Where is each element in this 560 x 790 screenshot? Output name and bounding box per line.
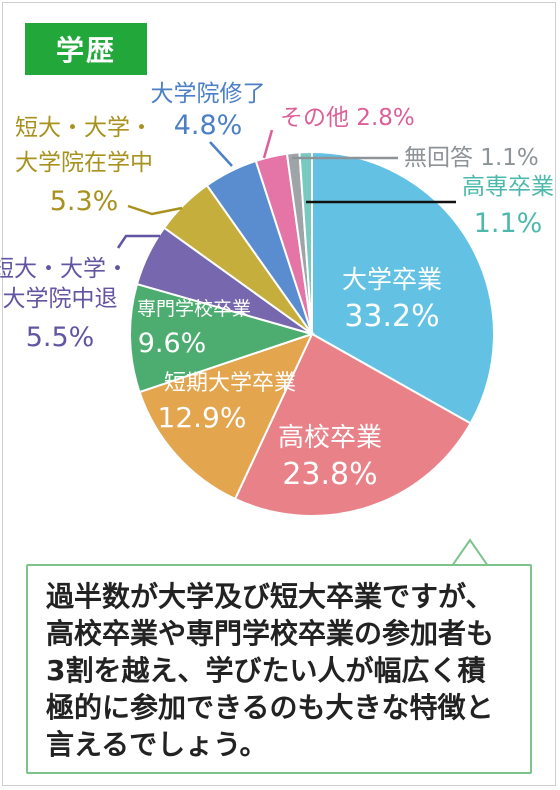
section-badge: 学歴: [25, 23, 147, 75]
pie-slice: [233, 332, 472, 517]
pie-slice: [138, 332, 314, 501]
leader-line: [127, 204, 183, 216]
slice-label: 短大・大学・: [15, 115, 153, 141]
leader-line: [116, 234, 160, 249]
slice-value-label: 5.3%: [50, 186, 119, 217]
slice-label: その他 2.8%: [280, 105, 415, 131]
slice-label: 高校卒業: [278, 423, 382, 453]
slice-value-label: 33.2%: [344, 299, 439, 334]
leader-line: [209, 141, 233, 167]
pie-chart: 大学卒業 33.2% 高校卒業 23.8% 短期大学卒業 12.9% 専門学校卒業 9.6% 短…: [0, 81, 554, 517]
slice-label: 大学院中退: [3, 286, 118, 312]
slice-value-label: 5.5%: [26, 322, 95, 353]
slice-label: 短大・大学・: [0, 256, 129, 282]
slice-label: 専門学校卒業: [137, 298, 251, 320]
slice-value-label: 4.8%: [174, 110, 243, 141]
leader-line: [262, 129, 274, 159]
slice-value-label: 1.1%: [474, 208, 543, 239]
note-tail-icon: [452, 538, 488, 566]
pie-slice: [298, 150, 313, 335]
slice-label: 大学院在学中: [15, 150, 153, 176]
slice-label: 無回答 1.1%: [404, 145, 539, 171]
slice-value-label: 9.6%: [138, 328, 207, 359]
slice-value-label: 12.9%: [158, 401, 247, 434]
pie-slice: [129, 282, 316, 394]
summary-note: 過半数が大学及び短大卒業ですが、高校卒業や専門学校卒業の参加者も3割を越え、学び…: [26, 564, 532, 774]
slice-label: 大学院修了: [151, 81, 266, 107]
slice-label: 短期大学卒業: [164, 371, 296, 396]
slice-value-label: 23.8%: [282, 457, 377, 492]
slice-label: 高専卒業: [462, 174, 554, 200]
slice-label: 大学卒業: [342, 265, 442, 294]
